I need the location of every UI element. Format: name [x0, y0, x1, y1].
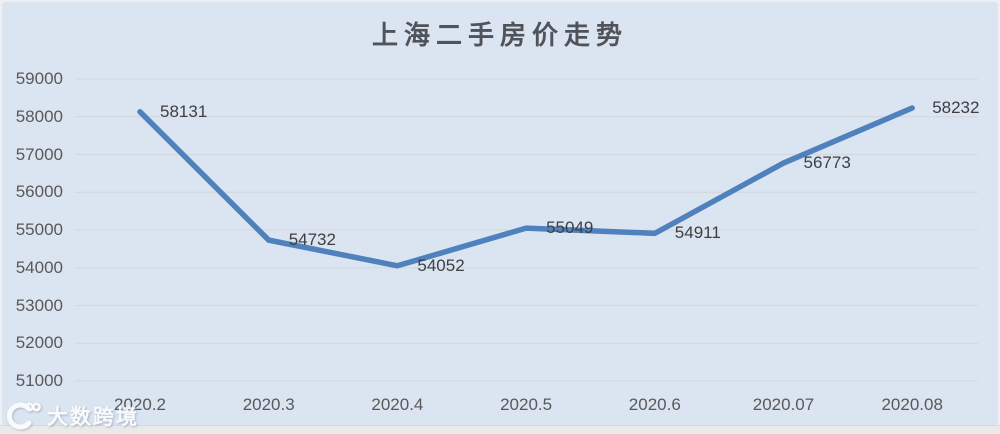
data-label: 54732 [288, 230, 336, 250]
y-tick-label: 55000 [15, 220, 63, 239]
data-label: 54911 [674, 223, 721, 243]
x-tick-label: 2020.4 [371, 395, 424, 414]
y-tick-label: 52000 [15, 333, 63, 353]
y-tick-label: 54000 [15, 257, 63, 277]
data-label: 56773 [803, 153, 851, 173]
data-label: 58131 [160, 101, 208, 121]
y-tick-label: 51000 [15, 371, 63, 390]
y-tick-label: 53000 [15, 295, 63, 315]
x-tick-label: 2020.3 [242, 395, 295, 414]
y-tick-label: 58000 [15, 106, 63, 126]
watermark-logo-icon [7, 402, 41, 430]
data-label: 58232 [932, 97, 980, 117]
y-tick-label: 57000 [15, 144, 63, 164]
x-tick-label: 2020.5 [500, 395, 553, 414]
x-tick-label: 2020.07 [752, 395, 815, 414]
watermark: 大数跨境 [6, 401, 139, 431]
x-tick-label: 2020.08 [881, 395, 943, 414]
chart-title: 上海二手房价走势 [371, 20, 628, 50]
y-tick-label: 59000 [15, 69, 63, 88]
bottom-strip [0, 425, 1000, 434]
data-label: 54052 [417, 255, 465, 275]
price-line-series [137, 105, 915, 269]
x-tick-label: 2020.2 [114, 395, 166, 414]
chart-panel [2, 2, 998, 426]
x-tick-label: 2020.6 [628, 395, 681, 414]
y-tick-label: 56000 [15, 182, 63, 202]
data-label: 55049 [546, 218, 594, 238]
watermark-text: 大数跨境 [47, 406, 139, 429]
